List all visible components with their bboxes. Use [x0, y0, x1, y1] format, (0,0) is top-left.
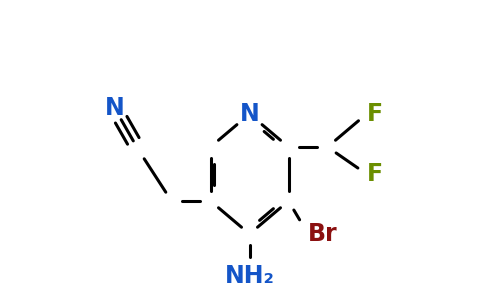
Text: Br: Br — [308, 222, 338, 246]
Text: F: F — [366, 102, 383, 126]
Text: N: N — [240, 102, 259, 126]
Text: N: N — [105, 96, 124, 120]
Text: NH₂: NH₂ — [225, 264, 274, 288]
Text: F: F — [366, 162, 383, 186]
